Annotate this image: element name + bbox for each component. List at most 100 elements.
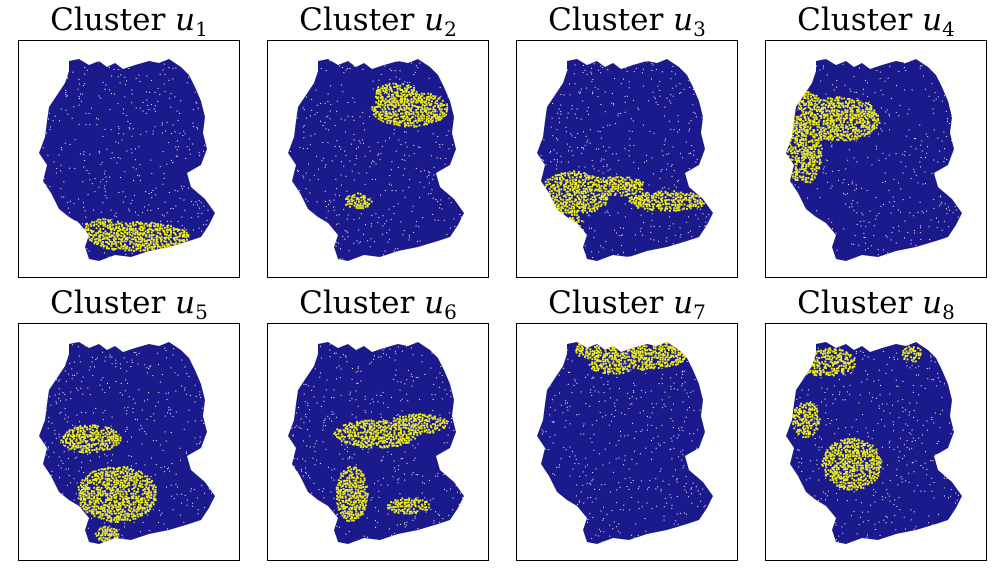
cluster-point (104, 221, 107, 223)
cluster-point (82, 493, 85, 496)
cluster-point (813, 121, 816, 124)
cluster-point (160, 227, 163, 230)
cluster-point (375, 101, 378, 104)
gap-point (111, 218, 113, 220)
gap-point (192, 505, 194, 507)
cluster-point (134, 238, 137, 241)
gap-point (417, 130, 419, 132)
gap-point (351, 116, 353, 118)
cluster-point (111, 439, 114, 442)
cluster-point (109, 466, 112, 469)
gap-point (389, 229, 391, 231)
gap-point (324, 190, 326, 192)
cluster-point (431, 116, 434, 119)
cluster-point (666, 193, 669, 196)
cluster-point (378, 88, 381, 91)
gap-point (886, 236, 888, 238)
gap-point (864, 242, 866, 244)
gap-point (141, 212, 143, 214)
cluster-point (819, 144, 822, 147)
cluster-point (134, 474, 137, 477)
cluster-point (146, 496, 149, 499)
cluster-point (437, 118, 440, 121)
gap-point (131, 89, 133, 91)
gap-point (358, 217, 360, 219)
cluster-point (597, 205, 600, 208)
cluster-point (874, 119, 877, 122)
cluster-point (832, 137, 834, 140)
cluster-point (385, 110, 388, 113)
cluster-point (604, 196, 607, 199)
cluster-point (384, 83, 387, 86)
cluster-point (560, 211, 563, 214)
cluster-point (854, 113, 857, 116)
cluster-point (178, 242, 181, 245)
cluster-point (96, 429, 99, 432)
gap-point (164, 73, 166, 75)
cluster-point (122, 235, 125, 238)
gap-point (316, 112, 318, 114)
gap-point (66, 78, 68, 80)
gap-point (920, 166, 921, 168)
cluster-point (107, 466, 110, 469)
gap-point (369, 116, 371, 118)
cluster-point (871, 124, 874, 127)
gap-point (919, 161, 921, 163)
cluster-point (85, 225, 88, 228)
gap-point (84, 67, 86, 69)
cluster-point (630, 185, 633, 188)
gap-point (671, 164, 673, 166)
cluster-point (637, 198, 640, 201)
cluster-point (124, 238, 127, 240)
cluster-point (569, 179, 572, 182)
cluster-point (670, 192, 673, 195)
gap-point (898, 225, 900, 227)
cluster-point (86, 511, 89, 514)
cluster-point (796, 133, 799, 135)
cluster-point (115, 234, 118, 237)
gap-point (927, 136, 929, 138)
cluster-point (825, 104, 827, 107)
cluster-point (95, 505, 98, 508)
gap-point (353, 242, 355, 244)
cluster-point (584, 184, 586, 187)
cluster-point (127, 224, 129, 227)
cluster-point (399, 108, 402, 111)
gap-point (945, 111, 947, 113)
cluster-point (796, 142, 799, 145)
cluster-point (554, 198, 557, 201)
cluster-point (389, 103, 391, 106)
cluster-point (576, 217, 579, 220)
gap-point (617, 113, 619, 115)
cluster-point (807, 112, 810, 115)
cluster-point (873, 111, 876, 114)
gap-point (892, 227, 894, 229)
cluster-point (101, 494, 104, 497)
cluster-point (805, 176, 807, 179)
cluster-point (828, 102, 831, 105)
cluster-point (108, 507, 111, 510)
cluster-point (92, 439, 95, 442)
cluster-point (100, 494, 102, 497)
gap-point (937, 161, 939, 163)
cluster-point (101, 447, 104, 450)
gap-point (160, 220, 162, 222)
cluster-point (113, 229, 116, 232)
cluster-point (842, 112, 845, 115)
gap-point (54, 115, 56, 117)
cluster-point (800, 126, 803, 129)
cluster-point (693, 198, 695, 201)
cluster-point (864, 104, 867, 107)
gap-point (672, 65, 674, 67)
cluster-point (692, 193, 695, 196)
cluster-point (565, 203, 568, 206)
gap-point (145, 191, 147, 193)
cluster-point (118, 466, 121, 469)
cluster-point (831, 126, 834, 129)
cluster-point (798, 144, 801, 146)
gap-point (155, 187, 157, 189)
cluster-point (637, 178, 640, 181)
gap-point (197, 212, 199, 214)
gap-point (587, 214, 589, 216)
cluster-point (183, 240, 186, 243)
